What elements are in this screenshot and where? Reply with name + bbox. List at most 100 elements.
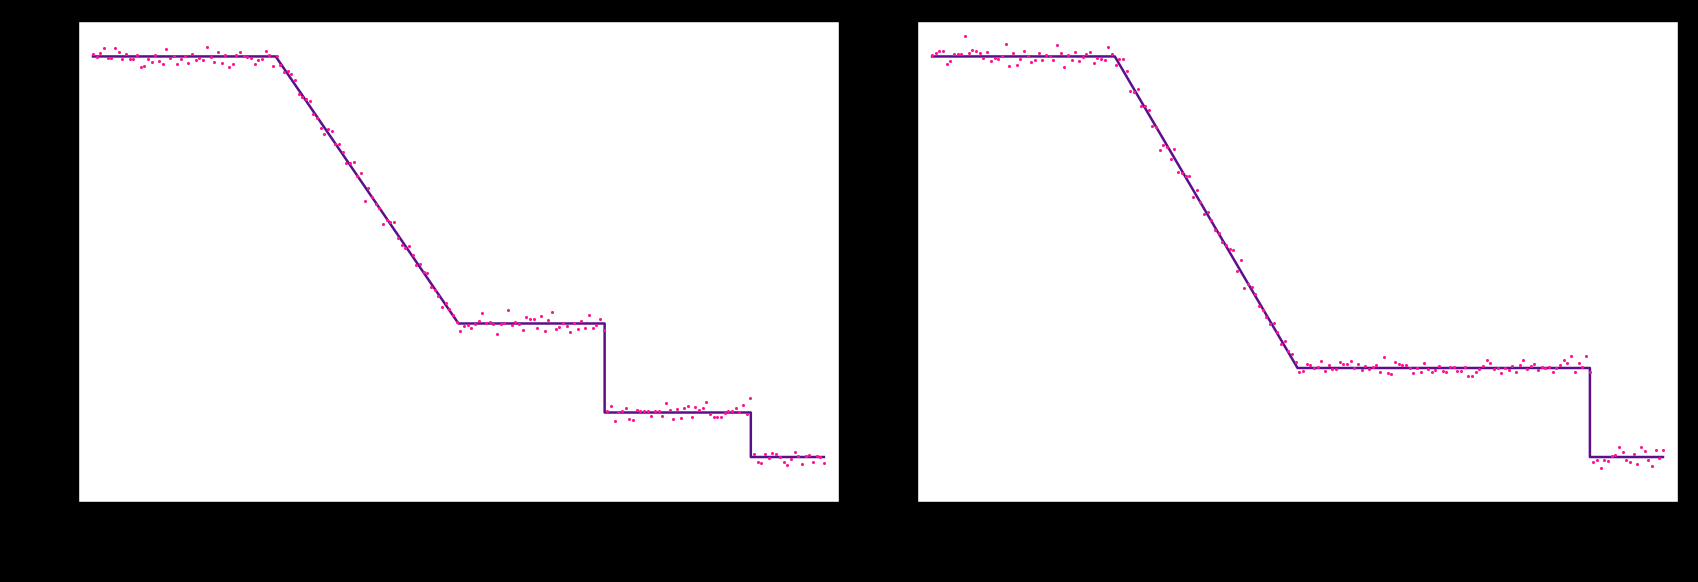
Point bbox=[251, 46, 278, 55]
Point bbox=[744, 457, 771, 466]
Point bbox=[421, 286, 448, 295]
Point bbox=[365, 203, 392, 212]
Point bbox=[1141, 123, 1168, 132]
Point bbox=[121, 54, 148, 63]
Point bbox=[1620, 450, 1647, 459]
Point bbox=[718, 406, 745, 416]
Point bbox=[1640, 445, 1667, 455]
Point bbox=[98, 53, 126, 62]
Point bbox=[333, 158, 360, 168]
Point bbox=[141, 50, 168, 59]
Point bbox=[582, 321, 610, 330]
Point bbox=[784, 451, 812, 460]
Point bbox=[314, 124, 341, 133]
Point bbox=[1583, 456, 1610, 465]
Point bbox=[204, 47, 231, 56]
Point bbox=[396, 242, 423, 251]
Point bbox=[1418, 368, 1445, 377]
Point bbox=[153, 44, 180, 54]
Point bbox=[285, 90, 312, 99]
Point bbox=[1285, 368, 1313, 377]
Point bbox=[667, 413, 694, 423]
Point bbox=[535, 315, 562, 325]
Point bbox=[751, 450, 778, 459]
Point bbox=[1538, 367, 1566, 377]
Point bbox=[1450, 362, 1477, 371]
Point bbox=[384, 233, 411, 242]
Point bbox=[1611, 456, 1639, 465]
Point bbox=[374, 215, 401, 225]
Point bbox=[516, 315, 543, 324]
Point bbox=[1406, 367, 1433, 377]
Point bbox=[487, 319, 514, 328]
Point bbox=[919, 50, 946, 59]
Point bbox=[640, 407, 667, 416]
Point bbox=[245, 56, 272, 65]
Point bbox=[1605, 442, 1632, 452]
Point bbox=[1134, 105, 1161, 115]
Point bbox=[440, 311, 467, 320]
Point bbox=[318, 126, 345, 136]
Point bbox=[1413, 364, 1440, 374]
Point bbox=[1358, 363, 1386, 372]
Point bbox=[932, 59, 959, 69]
Point bbox=[175, 58, 202, 68]
Point bbox=[1340, 363, 1367, 372]
Point bbox=[1633, 455, 1661, 464]
Point bbox=[1138, 121, 1165, 130]
Point bbox=[1608, 448, 1635, 457]
Point bbox=[1431, 368, 1459, 377]
Point bbox=[453, 321, 481, 330]
Point bbox=[229, 51, 256, 60]
Point bbox=[1292, 359, 1319, 368]
Point bbox=[234, 52, 261, 62]
Point bbox=[781, 448, 808, 457]
Point bbox=[102, 43, 129, 52]
Point bbox=[222, 51, 250, 60]
Point bbox=[542, 324, 569, 333]
Point bbox=[1321, 364, 1348, 374]
Point bbox=[1549, 356, 1576, 365]
Point bbox=[1267, 339, 1294, 348]
Point bbox=[1014, 51, 1041, 61]
Point bbox=[1516, 361, 1543, 371]
Point bbox=[988, 51, 1015, 61]
Point bbox=[1627, 442, 1654, 452]
Point bbox=[207, 58, 234, 68]
Point bbox=[929, 46, 956, 55]
Point bbox=[1017, 58, 1044, 67]
Point bbox=[1462, 367, 1489, 377]
Point bbox=[545, 322, 572, 331]
Point bbox=[1615, 457, 1642, 466]
Point bbox=[1326, 357, 1353, 367]
Point bbox=[1127, 101, 1155, 110]
Point bbox=[759, 449, 786, 458]
Point bbox=[1207, 237, 1234, 246]
Point bbox=[160, 51, 187, 61]
Point bbox=[1586, 464, 1613, 473]
Point bbox=[810, 459, 837, 468]
Point bbox=[1307, 357, 1335, 366]
Point bbox=[1002, 61, 1029, 70]
Point bbox=[703, 413, 730, 422]
Point bbox=[355, 183, 382, 192]
Point bbox=[1255, 320, 1282, 329]
Point bbox=[980, 53, 1007, 62]
Point bbox=[1277, 350, 1304, 359]
Point bbox=[475, 317, 503, 327]
Point bbox=[1197, 215, 1224, 225]
Point bbox=[248, 54, 275, 63]
Point bbox=[1447, 366, 1474, 375]
Point bbox=[1010, 46, 1037, 55]
Point bbox=[1380, 357, 1408, 367]
Point bbox=[1425, 361, 1452, 371]
Point bbox=[1065, 56, 1092, 65]
Point bbox=[1623, 459, 1650, 469]
Point bbox=[1343, 360, 1370, 369]
Point bbox=[970, 54, 997, 63]
Point bbox=[380, 217, 408, 226]
Point bbox=[115, 54, 143, 63]
Point bbox=[163, 59, 190, 69]
Point bbox=[1598, 452, 1625, 461]
Point bbox=[776, 455, 803, 464]
